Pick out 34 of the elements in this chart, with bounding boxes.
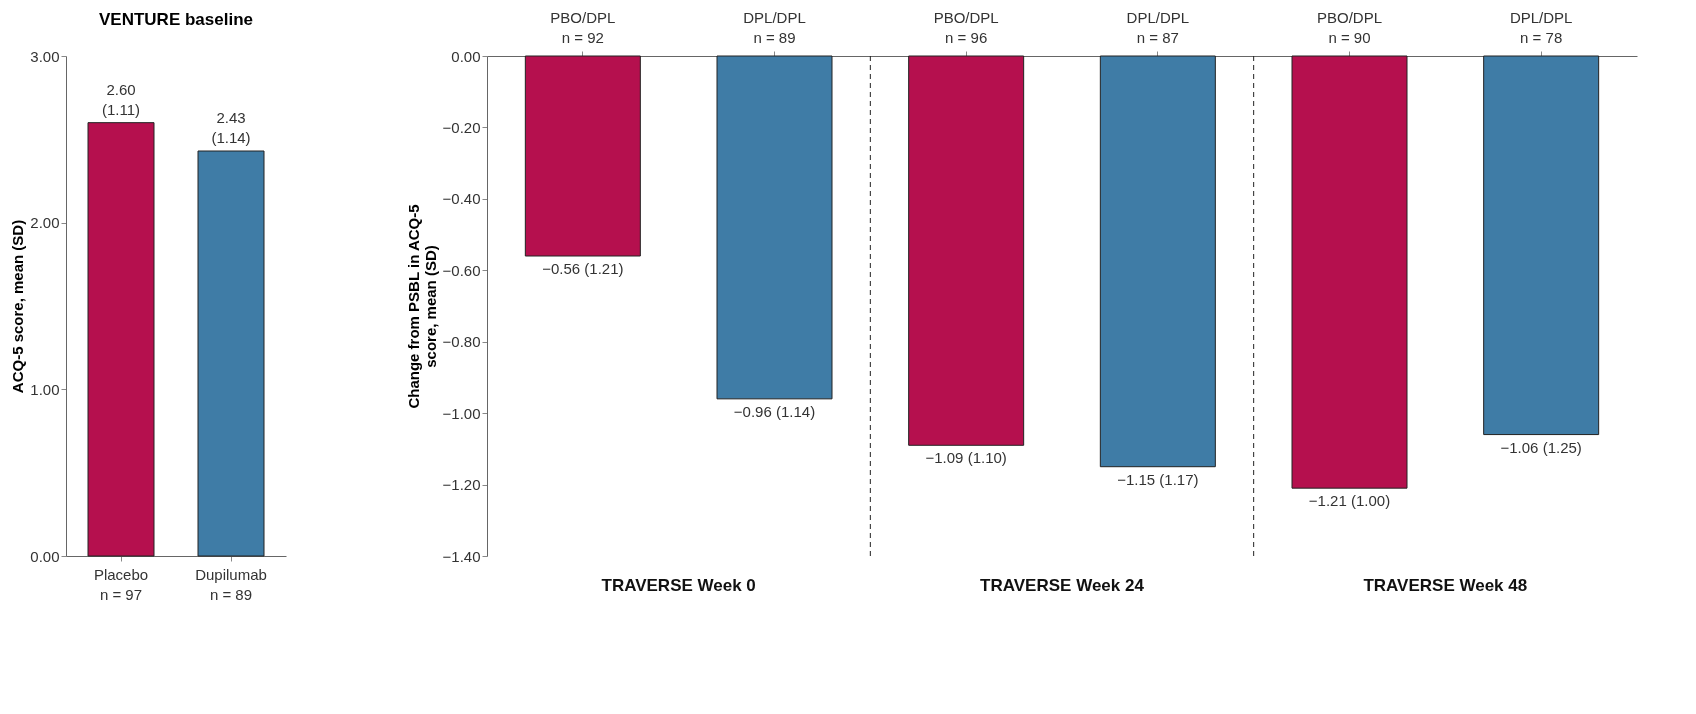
y-tick-label: 0.00 bbox=[30, 547, 60, 565]
data-label: −1.09 (1.10) bbox=[925, 449, 1007, 467]
y-tick-label: −0.20 bbox=[442, 118, 481, 136]
data-label: −0.56 (1.21) bbox=[542, 260, 624, 277]
text: TRAVERSE Week 24 bbox=[980, 576, 1145, 595]
y-tick-label: 1.00 bbox=[30, 380, 60, 398]
x-tick-label: DPL/DPL n = 89 bbox=[743, 8, 806, 46]
data-label: 2.43 (1.14) bbox=[211, 109, 251, 146]
x-tick-label: DPL/DPL n = 87 bbox=[1126, 8, 1190, 46]
data-label: −0.96 (1.14) bbox=[733, 402, 816, 420]
data-label: −1.21 (1.00) bbox=[1308, 492, 1391, 510]
text: TRAVERSE Week 0 bbox=[601, 576, 756, 595]
y-tick-label: −0.80 bbox=[442, 333, 481, 351]
y-tick-label: −1.40 bbox=[442, 547, 481, 565]
data-label: −1.15 (1.17) bbox=[1117, 470, 1199, 488]
x-tick-label: DPL/DPL n = 78 bbox=[1509, 8, 1573, 46]
y-tick-label: −1.20 bbox=[442, 476, 481, 494]
y-tick-label: −1.00 bbox=[442, 404, 481, 422]
y-tick-label: 3.00 bbox=[30, 47, 60, 65]
y-axis-title: Change from PSBL in ACQ-5 score, mean (SD) bbox=[404, 204, 439, 409]
x-tick-label: PBO/DPL n = 96 bbox=[933, 8, 999, 46]
x-tick-label: Dupilumab n = 89 bbox=[195, 565, 267, 603]
x-tick-label: PBO/DPL n = 92 bbox=[550, 8, 616, 46]
x-tick-label: Placebo n = 97 bbox=[93, 565, 149, 603]
data-label: −1.06 (1.25) bbox=[1500, 438, 1582, 456]
data-label: 2.60 (1.11) bbox=[101, 80, 141, 118]
y-tick-label: 2.00 bbox=[30, 214, 60, 232]
x-tick-label: PBO/DPL n = 90 bbox=[1316, 8, 1383, 46]
text: TRAVERSE Week 48 bbox=[1363, 576, 1528, 595]
y-tick-label: −0.40 bbox=[442, 190, 481, 208]
y-axis-title: ACQ-5 score, mean (SD) bbox=[9, 219, 27, 394]
y-tick-label: −0.60 bbox=[442, 261, 481, 279]
y-tick-label: 0.00 bbox=[451, 47, 481, 65]
chart-title: VENTURE baseline bbox=[99, 10, 253, 29]
